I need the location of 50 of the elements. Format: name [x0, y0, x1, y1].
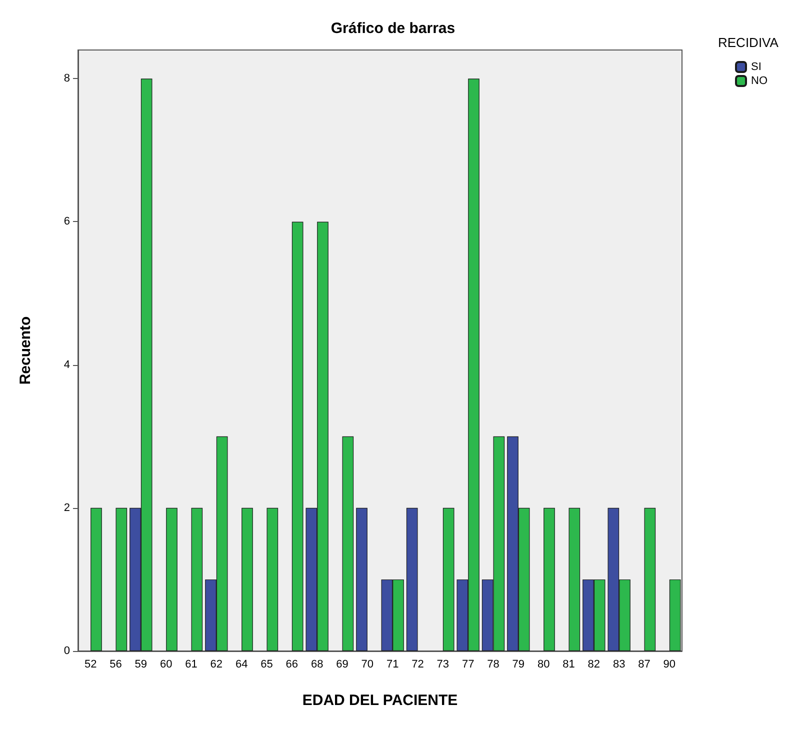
x-tick-label: 83: [612, 658, 626, 670]
x-tick-label: 73: [436, 658, 450, 670]
x-tick-label: 66: [286, 658, 298, 670]
bar: [191, 508, 203, 651]
bar: [116, 508, 128, 651]
x-tick-label: 80: [537, 658, 550, 670]
bar: [544, 508, 555, 651]
bar: [166, 508, 178, 651]
x-tick-label: 60: [160, 658, 172, 670]
bar: [406, 508, 418, 651]
x-tick-label: 61: [185, 658, 198, 670]
chart-title: Gráfico de barras: [330, 20, 456, 37]
x-tick-label: 62: [210, 658, 223, 670]
y-tick-label: 0: [64, 645, 70, 657]
x-tick-label: 90: [663, 658, 676, 670]
y-tick-label: 8: [64, 72, 70, 85]
bar: [90, 508, 102, 651]
bar: [568, 508, 580, 651]
y-tick-label: 2: [64, 502, 70, 514]
bar: [242, 508, 253, 651]
x-tick-label: 77: [462, 658, 474, 670]
bar: [342, 436, 354, 651]
bar: [669, 579, 681, 651]
x-tick-label: 81: [562, 658, 575, 670]
x-tick-label: 64: [235, 658, 248, 670]
bar: [292, 222, 304, 651]
x-tick-label: 69: [336, 658, 348, 670]
x-axis-title: EDAD DEL PACIENTE: [302, 692, 458, 709]
x-tick-label: 72: [412, 658, 424, 670]
x-tick-label: 78: [487, 658, 500, 670]
legend-title: RECIDIVA: [718, 35, 779, 50]
y-axis-title: Recuento: [17, 316, 34, 385]
x-tick-label: 65: [260, 658, 273, 670]
x-tick-label: 56: [110, 658, 122, 670]
x-tick-label: 52: [84, 658, 97, 670]
x-tick-label: 82: [588, 658, 600, 670]
legend-label: NO: [751, 75, 768, 87]
bar: [266, 508, 278, 651]
legend-label: SI: [751, 61, 762, 73]
bar: [356, 508, 368, 651]
x-tick-label: 68: [310, 658, 324, 670]
bar: [442, 508, 454, 651]
x-tick-label: 87: [638, 658, 650, 670]
x-tick-label: 70: [361, 658, 374, 670]
x-tick-label: 59: [134, 658, 148, 670]
y-tick-label: 6: [64, 216, 70, 228]
x-tick-label: 79: [512, 658, 525, 670]
bar: [644, 508, 656, 651]
x-tick-label: 71: [386, 658, 399, 670]
y-tick-label: 4: [64, 358, 70, 371]
